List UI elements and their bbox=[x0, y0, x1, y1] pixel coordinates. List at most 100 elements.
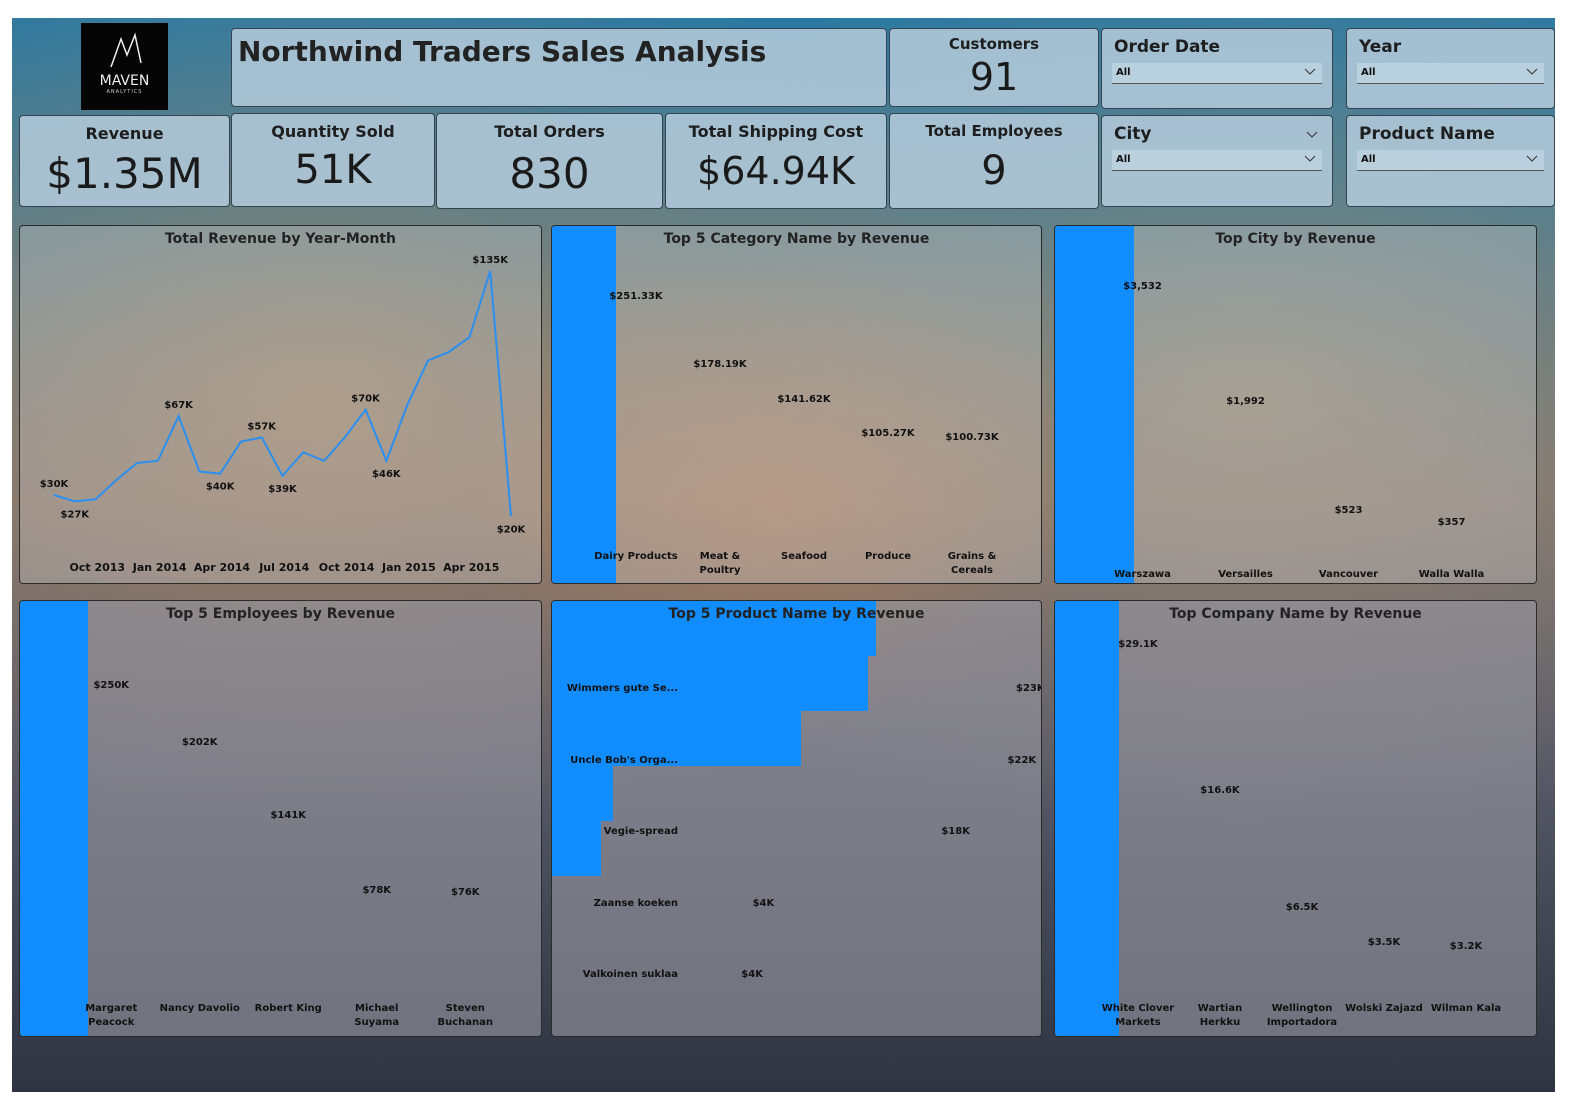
chart-panel: Top 5 Category Name by Revenue $251.33K Da… bbox=[551, 225, 1042, 584]
chart-title: Top City by Revenue bbox=[1215, 231, 1376, 247]
x-tick-label: Jan 2015 bbox=[381, 561, 436, 574]
kpi-label: Total Orders bbox=[494, 122, 605, 141]
y-tick-label: Zaanse koeken bbox=[593, 897, 678, 909]
data-label: $29.1K bbox=[1118, 639, 1158, 650]
data-label: $67K bbox=[164, 400, 194, 411]
x-tick-label: Seafood bbox=[781, 551, 827, 562]
logo-subtext: ANALYTICS bbox=[106, 89, 143, 95]
kpi-label: Customers bbox=[948, 35, 1040, 53]
data-label: $16.6K bbox=[1200, 784, 1240, 796]
logo-text: MAVEN bbox=[99, 73, 150, 89]
bar bbox=[552, 711, 802, 766]
bar bbox=[20, 899, 88, 1036]
data-label: $141K bbox=[270, 809, 307, 821]
bar bbox=[1055, 226, 1134, 489]
data-label: $27K bbox=[60, 509, 90, 520]
x-tick-label: Dairy Products bbox=[594, 551, 678, 562]
title-card: Northwind Traders Sales Analysis bbox=[231, 28, 887, 107]
kpi-card: Total Shipping Cost $64.94K bbox=[665, 113, 887, 209]
bar bbox=[552, 656, 868, 711]
dropdown[interactable]: All bbox=[1357, 63, 1544, 84]
x-tick-label: Apr 2014 bbox=[194, 561, 251, 574]
bar bbox=[1055, 601, 1119, 940]
bar bbox=[552, 461, 616, 583]
x-tick-label: Wellington Importadora bbox=[1266, 1003, 1338, 1028]
slicer[interactable]: Order Date All bbox=[1101, 28, 1333, 109]
kpi-value: 830 bbox=[509, 149, 590, 198]
kpi-card: Total Employees 9 bbox=[889, 113, 1099, 209]
data-label: $1,992 bbox=[1226, 395, 1265, 407]
data-label: $57K bbox=[247, 421, 277, 432]
x-tick-label: Margaret Peacock bbox=[85, 1003, 138, 1028]
chart-title: Top Company Name by Revenue bbox=[1169, 606, 1422, 622]
x-tick-label: Nancy Davolio bbox=[159, 1003, 240, 1014]
data-label: $20K bbox=[497, 524, 527, 535]
x-tick-label: Robert King bbox=[254, 1003, 322, 1014]
dropdown-value: All bbox=[1116, 154, 1131, 165]
data-label: $40K bbox=[206, 482, 236, 493]
kpi-value: 91 bbox=[969, 55, 1019, 99]
data-label: $357 bbox=[1437, 517, 1466, 529]
kpi-value: $1.35M bbox=[46, 149, 203, 198]
slicer[interactable]: Product Name All bbox=[1346, 115, 1555, 207]
data-label: $30K bbox=[40, 479, 70, 490]
data-label: $18K bbox=[941, 826, 970, 837]
chevron bbox=[1304, 155, 1316, 162]
slicer-label: Product Name bbox=[1359, 124, 1495, 144]
dropdown-value: All bbox=[1361, 67, 1376, 78]
data-label: $39K bbox=[268, 484, 298, 495]
data-label: $76K bbox=[450, 887, 480, 899]
x-tick-label: Vancouver bbox=[1318, 569, 1379, 580]
chart-title: Total Revenue by Year-Month bbox=[164, 231, 397, 247]
bar bbox=[552, 226, 616, 461]
dropdown[interactable]: All bbox=[1357, 150, 1544, 171]
kpi-card: Customers 91 bbox=[889, 28, 1099, 107]
dropdown-value: All bbox=[1361, 154, 1376, 165]
x-tick-label: Versailles bbox=[1218, 569, 1273, 580]
x-tick-label: Wartian Herkku bbox=[1197, 1003, 1243, 1028]
kpi-value: $64.94K bbox=[697, 149, 855, 193]
data-label: $22K bbox=[1007, 754, 1037, 766]
bar bbox=[552, 766, 613, 821]
x-tick-label: Jan 2014 bbox=[132, 561, 187, 574]
y-tick-label: Uncle Bob's Orga... bbox=[570, 754, 678, 766]
data-label: $23K bbox=[1016, 683, 1042, 694]
data-label: $4K bbox=[752, 897, 775, 909]
data-label: $178.19K bbox=[693, 359, 747, 371]
bar bbox=[20, 601, 88, 899]
dropdown[interactable]: All bbox=[1112, 63, 1322, 84]
line-chart: $30K $27K Oct 2013 $67K Jan 2014 $40K Apr 2014… bbox=[40, 255, 527, 574]
dropdown[interactable]: All bbox=[1112, 150, 1322, 171]
kpi-card: Quantity Sold 51K bbox=[231, 113, 435, 207]
x-tick-label: Michael Suyama bbox=[354, 1003, 400, 1028]
kpi-value: 51K bbox=[294, 147, 372, 193]
data-label: $250K bbox=[93, 680, 130, 691]
slicer[interactable]: City All bbox=[1101, 115, 1333, 207]
title: Northwind Traders Sales Analysis bbox=[238, 35, 767, 68]
kpi-card: Total Orders 830 bbox=[436, 113, 663, 209]
bar bbox=[552, 601, 876, 656]
logo: MAVEN ANALYTICS bbox=[81, 23, 168, 110]
kpi-label: Total Employees bbox=[925, 122, 1063, 140]
x-tick-label: Wolski Zajazd bbox=[1345, 1003, 1423, 1014]
y-tick-label: Valkoinen suklaa bbox=[582, 969, 678, 980]
x-tick-label: Warszawa bbox=[1114, 569, 1171, 580]
data-label: $141.62K bbox=[777, 393, 831, 405]
line bbox=[53, 270, 512, 517]
slicer-label: Year bbox=[1359, 37, 1402, 57]
logo-icon bbox=[110, 32, 142, 68]
chart-title: Top 5 Category Name by Revenue bbox=[663, 231, 930, 247]
x-tick-label: Grains & Cereals bbox=[947, 551, 997, 576]
data-label: $6.5K bbox=[1285, 902, 1319, 914]
data-label: $46K bbox=[372, 469, 402, 480]
chart-panel: Total Revenue by Year-Month $30K $27K Oct 2… bbox=[19, 225, 542, 584]
kpi-label: Quantity Sold bbox=[271, 122, 395, 141]
y-tick-label: Vegie-spread bbox=[603, 826, 678, 837]
kpi-label: Revenue bbox=[85, 124, 164, 143]
slicer[interactable]: Year All bbox=[1346, 28, 1555, 109]
chart-title: Top 5 Employees by Revenue bbox=[165, 606, 396, 622]
chart-panel: Top City by Revenue $3,532 Warszawa $1,992 V… bbox=[1054, 225, 1537, 584]
chevron bbox=[1306, 131, 1318, 138]
x-tick-label: White Clover Markets bbox=[1101, 1003, 1175, 1028]
